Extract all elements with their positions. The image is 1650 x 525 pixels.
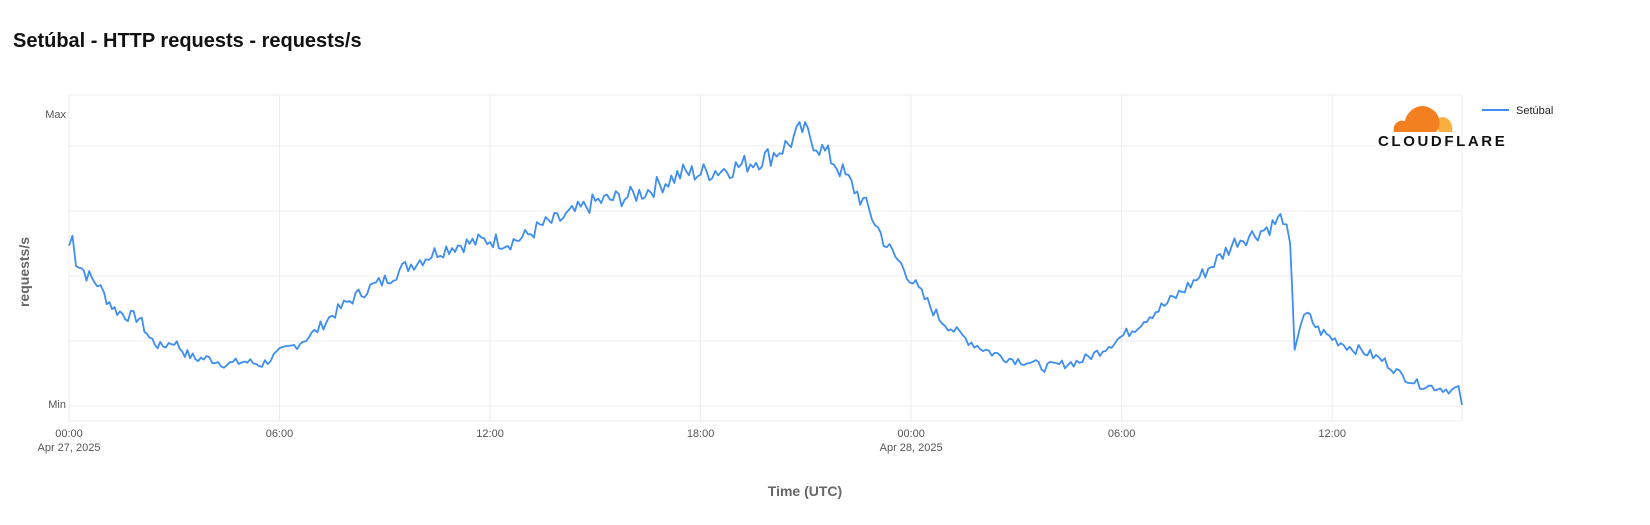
cloudflare-wordmark: CLOUDFLARE	[1378, 133, 1507, 150]
x-tick-label: 06:00	[266, 428, 294, 440]
y-axis-ticks: Max Min	[45, 109, 66, 411]
y-axis-title: requests/s	[16, 237, 32, 307]
series-layer	[68, 121, 1463, 406]
x-tick-date-label: Apr 28, 2025	[880, 442, 943, 454]
x-tick-date-label: Apr 27, 2025	[38, 442, 101, 454]
y-tick-label: Min	[48, 399, 66, 411]
series-line	[68, 121, 1463, 406]
plot-frame	[68, 94, 1463, 422]
legend-label: Setúbal	[1516, 105, 1553, 117]
x-tick-label: 06:00	[1108, 428, 1136, 440]
cloud-main-shape	[1393, 105, 1440, 132]
x-tick-label: 12:00	[1318, 428, 1346, 440]
x-tick-label: 18:00	[687, 428, 715, 440]
x-tick-label: 00:00	[897, 428, 925, 440]
y-tick-label: Max	[45, 109, 66, 121]
cloudflare-logo: CLOUDFLARE	[1378, 105, 1507, 150]
x-axis-title: Time (UTC)	[768, 483, 842, 499]
x-axis-ticks: 00:00 Apr 27, 2025 06:00 12:00 18:00 00:00 Apr…	[38, 428, 1346, 454]
legend[interactable]: Setúbal	[1482, 105, 1553, 117]
x-tick-label: 00:00	[55, 428, 83, 440]
grid	[68, 94, 1463, 422]
chart-title: Setúbal - HTTP requests - requests/s	[13, 30, 362, 52]
x-tick-label: 12:00	[476, 428, 504, 440]
